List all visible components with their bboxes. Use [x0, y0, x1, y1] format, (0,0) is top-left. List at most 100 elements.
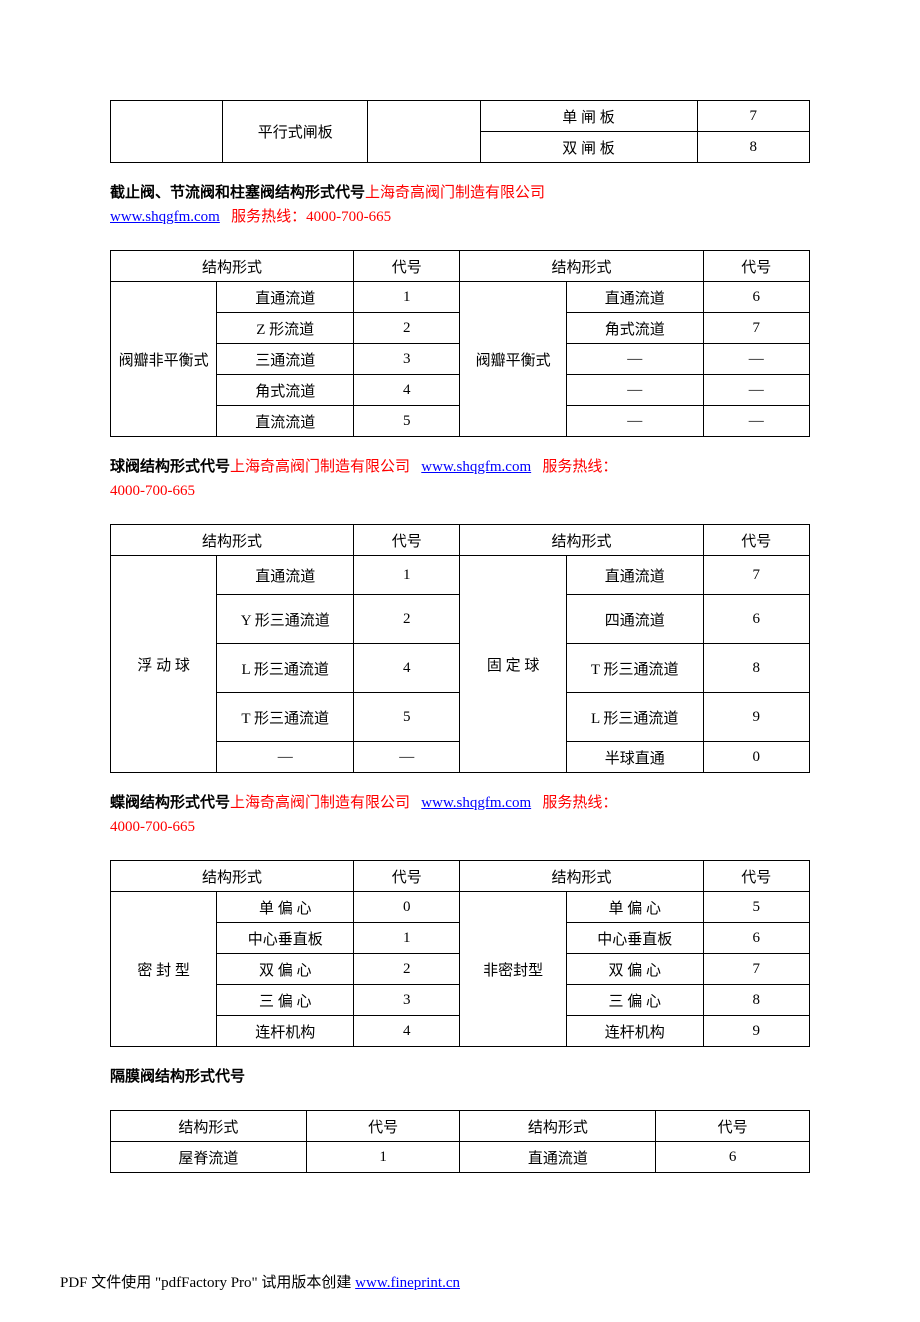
t2-r4c3: 5 — [354, 693, 460, 742]
t2-r3c2: L 形三通流道 — [217, 644, 354, 693]
t0-r1c4: 单 闸 板 — [480, 101, 697, 132]
t3-r2c2: 中心垂直板 — [217, 923, 354, 954]
t2-r3c6: 8 — [703, 644, 809, 693]
t4-h3: 结构形式 — [460, 1111, 656, 1142]
t2-r5c2: — — [217, 742, 354, 773]
t4-h4: 代号 — [656, 1111, 810, 1142]
heading-4: 隔膜阀结构形式代号 — [110, 1065, 810, 1089]
h4-bold: 隔膜阀结构形式代号 — [110, 1069, 245, 1085]
t2-r5c6: 0 — [703, 742, 809, 773]
t3-r5c2: 连杆机构 — [217, 1016, 354, 1047]
h1-phone: 4000-700-665 — [306, 209, 391, 225]
t2-h2: 代号 — [354, 525, 460, 556]
t1-r3c2: 三通流道 — [217, 344, 354, 375]
page-content: 平行式闸板 单 闸 板 7 双 闸 板 8 截止阀、节流阀和柱塞阀结构形式代号上… — [0, 0, 920, 1231]
t1-h1: 结构形式 — [111, 251, 354, 282]
t2-r5c5: 半球直通 — [566, 742, 703, 773]
t2-r1c5: 直通流道 — [566, 556, 703, 595]
t3-r5c5: 连杆机构 — [566, 1016, 703, 1047]
h1-company: 上海奇高阀门制造有限公司 — [365, 185, 545, 201]
t4-r1c3: 直通流道 — [460, 1142, 656, 1173]
t2-h3: 结构形式 — [460, 525, 703, 556]
t2-r4c6: 9 — [703, 693, 809, 742]
t3-r3c2: 双 偏 心 — [217, 954, 354, 985]
t3-r2c5: 中心垂直板 — [566, 923, 703, 954]
t3-r3c5: 双 偏 心 — [566, 954, 703, 985]
t1-r3c3: 3 — [354, 344, 460, 375]
footer-url[interactable]: www.fineprint.cn — [355, 1275, 460, 1291]
t3-r1c6: 5 — [703, 892, 809, 923]
t3-r4c3: 3 — [354, 985, 460, 1016]
t2-r4c5: L 形三通流道 — [566, 693, 703, 742]
table-1: 结构形式 代号 结构形式 代号 阀瓣非平衡式 直通流道 1 阀瓣平衡式 直通流道… — [110, 250, 810, 437]
t1-r4c6: — — [703, 375, 809, 406]
t1-r5c3: 5 — [354, 406, 460, 437]
t3-r2c6: 6 — [703, 923, 809, 954]
h1-url[interactable]: www.shqgfm.com — [110, 209, 220, 225]
t1-r3c6: — — [703, 344, 809, 375]
t1-h2: 代号 — [354, 251, 460, 282]
t1-r3c5: — — [566, 344, 703, 375]
t3-h1: 结构形式 — [111, 861, 354, 892]
t0-r2c4: 双 闸 板 — [480, 132, 697, 163]
heading-2: 球阀结构形式代号上海奇高阀门制造有限公司 www.shqgfm.com 服务热线… — [110, 455, 810, 503]
t3-r1c3: 0 — [354, 892, 460, 923]
t2-r4c2: T 形三通流道 — [217, 693, 354, 742]
table-3: 结构形式 代号 结构形式 代号 密 封 型 单 偏 心 0 非密封型 单 偏 心… — [110, 860, 810, 1047]
t1-r4c2: 角式流道 — [217, 375, 354, 406]
t4-r1c1: 屋脊流道 — [111, 1142, 307, 1173]
t1-r1c6: 6 — [703, 282, 809, 313]
t2-r1c3: 1 — [354, 556, 460, 595]
h2-bold: 球阀结构形式代号 — [110, 459, 230, 475]
h3-company: 上海奇高阀门制造有限公司 — [230, 795, 410, 811]
t2-right: 固 定 球 — [460, 556, 566, 773]
t2-r2c6: 6 — [703, 595, 809, 644]
t1-r2c2: Z 形流道 — [217, 313, 354, 344]
t3-r4c2: 三 偏 心 — [217, 985, 354, 1016]
t2-h1: 结构形式 — [111, 525, 354, 556]
t3-r5c6: 9 — [703, 1016, 809, 1047]
t1-r4c5: — — [566, 375, 703, 406]
t1-r2c5: 角式流道 — [566, 313, 703, 344]
heading-1: 截止阀、节流阀和柱塞阀结构形式代号上海奇高阀门制造有限公司 www.shqgfm… — [110, 181, 810, 229]
h2-hotline: 服务热线： — [542, 459, 617, 475]
t3-r4c6: 8 — [703, 985, 809, 1016]
t3-r2c3: 1 — [354, 923, 460, 954]
table-top-fragment: 平行式闸板 单 闸 板 7 双 闸 板 8 — [110, 100, 810, 163]
h3-bold: 蝶阀结构形式代号 — [110, 795, 230, 811]
t3-h2: 代号 — [354, 861, 460, 892]
t0-r2c5: 8 — [697, 132, 810, 163]
t4-r1c4: 6 — [656, 1142, 810, 1173]
t4-h2: 代号 — [306, 1111, 460, 1142]
t2-r1c6: 7 — [703, 556, 809, 595]
t0-r1c5: 7 — [697, 101, 810, 132]
t2-r3c5: T 形三通流道 — [566, 644, 703, 693]
h3-url[interactable]: www.shqgfm.com — [421, 795, 531, 811]
t1-left: 阀瓣非平衡式 — [111, 282, 217, 437]
footer-text: PDF 文件使用 "pdfFactory Pro" 试用版本创建 — [60, 1275, 355, 1291]
t1-r5c5: — — [566, 406, 703, 437]
t3-r3c3: 2 — [354, 954, 460, 985]
t2-r2c2: Y 形三通流道 — [217, 595, 354, 644]
h3-phone: 4000-700-665 — [110, 819, 195, 835]
h2-phone: 4000-700-665 — [110, 483, 195, 499]
h2-url[interactable]: www.shqgfm.com — [421, 459, 531, 475]
t3-r1c5: 单 偏 心 — [566, 892, 703, 923]
t3-r5c3: 4 — [354, 1016, 460, 1047]
h2-company: 上海奇高阀门制造有限公司 — [230, 459, 410, 475]
t4-r1c2: 1 — [306, 1142, 460, 1173]
t2-r1c2: 直通流道 — [217, 556, 354, 595]
t2-r2c3: 2 — [354, 595, 460, 644]
t3-r3c6: 7 — [703, 954, 809, 985]
t2-r3c3: 4 — [354, 644, 460, 693]
t3-h3: 结构形式 — [460, 861, 703, 892]
t3-left: 密 封 型 — [111, 892, 217, 1047]
t2-r5c3: — — [354, 742, 460, 773]
t4-h1: 结构形式 — [111, 1111, 307, 1142]
t1-r2c6: 7 — [703, 313, 809, 344]
t1-h4: 代号 — [703, 251, 809, 282]
t0-r1c1 — [111, 101, 223, 163]
t1-h3: 结构形式 — [460, 251, 703, 282]
page-footer: PDF 文件使用 "pdfFactory Pro" 试用版本创建 www.fin… — [0, 1231, 920, 1322]
t3-r1c2: 单 偏 心 — [217, 892, 354, 923]
